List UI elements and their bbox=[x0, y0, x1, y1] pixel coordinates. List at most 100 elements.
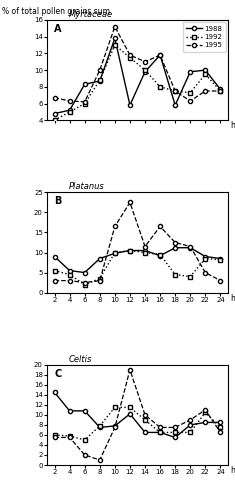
Text: A: A bbox=[54, 24, 62, 34]
1988 bbox=[159, 52, 161, 58]
1988 bbox=[83, 408, 86, 414]
1995 bbox=[114, 224, 116, 230]
1995 bbox=[98, 457, 101, 463]
1995 bbox=[174, 88, 176, 94]
1992 bbox=[68, 433, 71, 439]
1988 bbox=[189, 69, 192, 75]
1995 bbox=[144, 244, 146, 250]
1992 bbox=[83, 282, 86, 288]
1992 bbox=[68, 272, 71, 278]
1992 bbox=[53, 432, 56, 438]
1988 bbox=[68, 107, 71, 113]
1992 bbox=[219, 424, 222, 430]
1988 bbox=[219, 86, 222, 92]
1992 bbox=[98, 77, 101, 83]
1992 bbox=[204, 256, 207, 262]
1992 bbox=[114, 404, 116, 410]
1992 bbox=[144, 417, 146, 423]
1995 bbox=[144, 412, 146, 418]
1992 bbox=[144, 67, 146, 73]
1988 bbox=[174, 244, 176, 250]
Line: 1992: 1992 bbox=[52, 248, 223, 286]
1992 bbox=[98, 276, 101, 281]
1988 bbox=[174, 434, 176, 440]
1988 bbox=[204, 254, 207, 260]
1995 bbox=[159, 52, 161, 58]
1988 bbox=[144, 248, 146, 254]
1995 bbox=[83, 99, 86, 105]
1992 bbox=[83, 437, 86, 443]
1995 bbox=[219, 88, 222, 94]
1988 bbox=[144, 430, 146, 436]
1992 bbox=[204, 410, 207, 416]
1995 bbox=[144, 59, 146, 65]
Text: h: h bbox=[230, 121, 235, 130]
1988 bbox=[114, 250, 116, 256]
1995 bbox=[204, 407, 207, 413]
1988 bbox=[204, 420, 207, 426]
1988 bbox=[129, 248, 131, 254]
1995 bbox=[53, 278, 56, 283]
1992 bbox=[174, 272, 176, 278]
1988 bbox=[189, 422, 192, 428]
Line: 1995: 1995 bbox=[52, 24, 223, 104]
1988 bbox=[144, 69, 146, 75]
1988 bbox=[98, 78, 101, 84]
1988 bbox=[219, 420, 222, 426]
Line: 1992: 1992 bbox=[52, 43, 223, 122]
1995 bbox=[174, 424, 176, 430]
1995 bbox=[204, 88, 207, 94]
1988 bbox=[174, 102, 176, 108]
Line: 1988: 1988 bbox=[52, 390, 223, 440]
1988 bbox=[53, 390, 56, 396]
Text: h: h bbox=[230, 294, 235, 302]
1995 bbox=[129, 367, 131, 373]
1988 bbox=[68, 408, 71, 414]
1988 bbox=[204, 67, 207, 73]
1992 bbox=[114, 250, 116, 256]
1992 bbox=[159, 84, 161, 90]
1988 bbox=[189, 244, 192, 250]
1995 bbox=[114, 24, 116, 30]
1992 bbox=[53, 117, 56, 123]
Line: 1995: 1995 bbox=[52, 200, 223, 284]
1992 bbox=[83, 100, 86, 106]
1995 bbox=[159, 224, 161, 230]
1992 bbox=[219, 88, 222, 94]
1988 bbox=[53, 254, 56, 260]
Text: Platanus: Platanus bbox=[69, 182, 105, 192]
1995 bbox=[68, 434, 71, 440]
1992 bbox=[144, 250, 146, 256]
1992 bbox=[159, 430, 161, 436]
Text: % of total pollen grains sum: % of total pollen grains sum bbox=[2, 8, 110, 16]
1995 bbox=[129, 200, 131, 205]
Text: C: C bbox=[54, 369, 62, 379]
1995 bbox=[114, 424, 116, 430]
1995 bbox=[189, 244, 192, 250]
1988 bbox=[159, 252, 161, 258]
Legend: 1988, 1992, 1995: 1988, 1992, 1995 bbox=[183, 22, 226, 52]
1995 bbox=[83, 452, 86, 458]
Line: 1992: 1992 bbox=[52, 406, 223, 442]
Text: Celtis: Celtis bbox=[69, 355, 92, 364]
1992 bbox=[129, 54, 131, 60]
1992 bbox=[189, 430, 192, 436]
1992 bbox=[189, 90, 192, 96]
1988 bbox=[98, 256, 101, 262]
1988 bbox=[219, 256, 222, 262]
1992 bbox=[219, 256, 222, 262]
1988 bbox=[114, 423, 116, 429]
1995 bbox=[129, 52, 131, 58]
Line: 1995: 1995 bbox=[52, 368, 223, 462]
1992 bbox=[68, 109, 71, 115]
1992 bbox=[53, 268, 56, 274]
1995 bbox=[53, 94, 56, 100]
1988 bbox=[129, 102, 131, 108]
1988 bbox=[129, 411, 131, 417]
1988 bbox=[159, 430, 161, 436]
1995 bbox=[53, 434, 56, 440]
1992 bbox=[189, 274, 192, 280]
Line: 1988: 1988 bbox=[52, 246, 223, 274]
1988 bbox=[98, 424, 101, 430]
Line: 1988: 1988 bbox=[52, 36, 223, 116]
